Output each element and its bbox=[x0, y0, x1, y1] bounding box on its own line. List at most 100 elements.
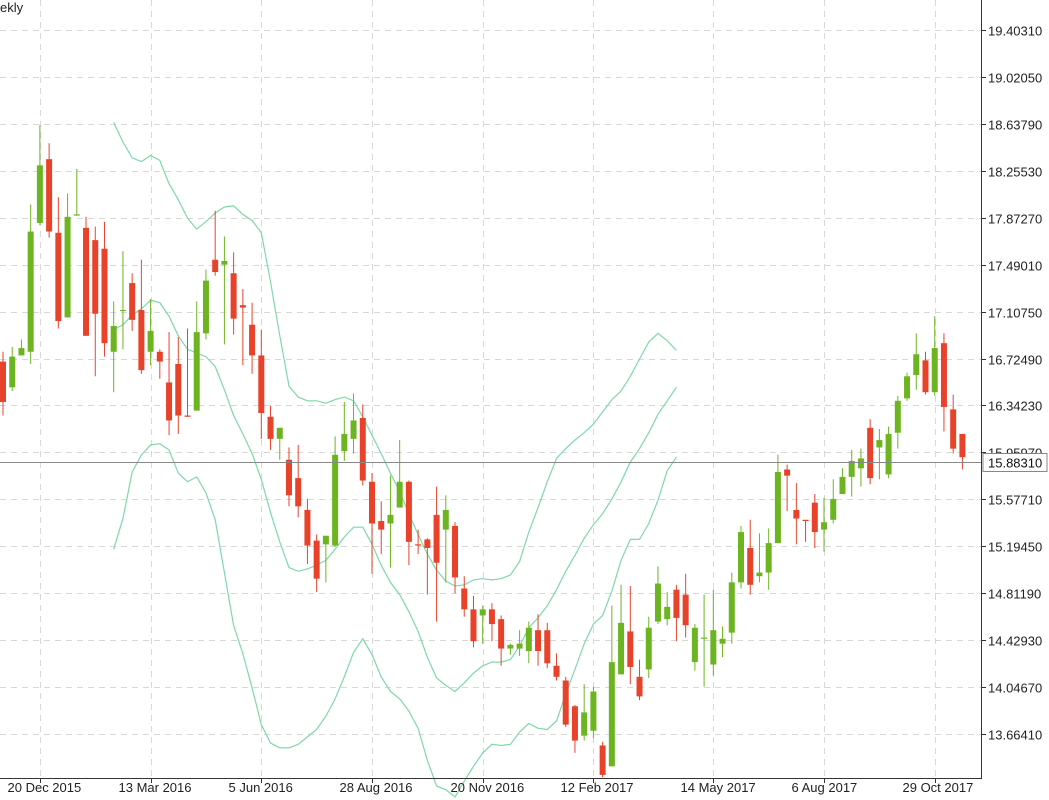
candle-body bbox=[710, 630, 717, 665]
candle-body bbox=[821, 522, 828, 530]
candle-body bbox=[83, 227, 90, 336]
candle-body bbox=[332, 454, 339, 546]
candle bbox=[461, 576, 468, 617]
candle-body bbox=[313, 540, 320, 579]
candle bbox=[470, 595, 477, 648]
candle-body bbox=[239, 305, 246, 308]
candle-body bbox=[913, 354, 920, 376]
bollinger-upper-line bbox=[113, 122, 677, 587]
candle bbox=[378, 501, 385, 555]
candle-body bbox=[55, 232, 62, 322]
candle bbox=[516, 630, 523, 656]
candle bbox=[175, 337, 182, 434]
candle-body bbox=[470, 609, 477, 642]
candle bbox=[747, 519, 754, 595]
candle-body bbox=[9, 356, 16, 388]
candle bbox=[396, 440, 403, 508]
x-tick-label: 28 Aug 2016 bbox=[340, 780, 413, 795]
candle-body bbox=[138, 310, 145, 371]
current-price-tag-box bbox=[982, 453, 1048, 472]
candle bbox=[756, 533, 763, 583]
candle bbox=[249, 302, 256, 374]
candle-body bbox=[950, 409, 957, 449]
candle bbox=[332, 436, 339, 547]
candle-body bbox=[719, 638, 726, 644]
candle bbox=[922, 351, 929, 395]
candle-body bbox=[894, 400, 901, 433]
candle-body bbox=[599, 745, 606, 775]
candle-body bbox=[553, 665, 560, 677]
candle bbox=[857, 448, 864, 487]
candle-body bbox=[442, 509, 449, 530]
candle-body bbox=[119, 310, 126, 312]
candle-body bbox=[110, 325, 117, 352]
candle bbox=[9, 346, 16, 392]
candle bbox=[710, 589, 717, 676]
y-tick-label: 14.42930 bbox=[988, 634, 1042, 649]
candle bbox=[562, 676, 569, 728]
y-tick-label: 17.10750 bbox=[988, 306, 1042, 321]
candle bbox=[83, 216, 90, 336]
candle bbox=[212, 210, 219, 276]
candle bbox=[821, 497, 828, 552]
candle-body bbox=[507, 644, 514, 649]
candle bbox=[202, 269, 209, 340]
candle-body bbox=[285, 459, 292, 496]
current-price-tag: 15.88310 bbox=[982, 453, 1048, 472]
candle-body bbox=[36, 165, 43, 223]
candle-body bbox=[885, 433, 892, 475]
bollinger-bands bbox=[113, 122, 677, 798]
candle-body bbox=[202, 280, 209, 334]
candle bbox=[156, 349, 163, 379]
candle bbox=[166, 332, 173, 436]
x-axis: 20 Dec 2015 13 Mar 2016 5 Jun 2016 28 Aug 2… bbox=[8, 778, 973, 795]
candle-body bbox=[304, 509, 311, 546]
candle-body bbox=[682, 594, 689, 626]
candle-body bbox=[701, 637, 708, 639]
candle-body bbox=[516, 643, 523, 649]
candle-body bbox=[876, 440, 883, 448]
candle-body bbox=[405, 481, 412, 542]
candle bbox=[18, 339, 25, 356]
candle-body bbox=[959, 433, 966, 458]
candle bbox=[350, 393, 357, 454]
candle-body bbox=[940, 343, 947, 407]
candle-body bbox=[0, 361, 6, 403]
candle-body bbox=[415, 544, 422, 546]
candle-body bbox=[221, 260, 228, 265]
candle bbox=[867, 419, 874, 485]
candle-body bbox=[166, 382, 173, 421]
candle-body bbox=[64, 216, 71, 318]
candle-body bbox=[922, 360, 929, 393]
candle bbox=[415, 529, 422, 555]
candle-body bbox=[618, 622, 625, 675]
candle bbox=[442, 495, 449, 583]
y-tick-label: 14.81190 bbox=[988, 587, 1041, 602]
candle-body bbox=[571, 706, 578, 741]
candle bbox=[673, 584, 680, 642]
candle bbox=[682, 573, 689, 638]
candle bbox=[119, 251, 126, 350]
candle bbox=[848, 449, 855, 497]
candle bbox=[571, 705, 578, 753]
candle bbox=[793, 482, 800, 545]
candle-body bbox=[341, 433, 348, 452]
current-price-label: 15.88310 bbox=[988, 456, 1042, 471]
candle-body bbox=[479, 609, 486, 616]
x-tick-label: 6 Aug 2017 bbox=[792, 780, 858, 795]
candle-body bbox=[461, 588, 468, 610]
candle bbox=[765, 528, 772, 590]
candle bbox=[369, 473, 375, 574]
candle-body bbox=[691, 627, 698, 663]
candle bbox=[664, 592, 671, 626]
candle bbox=[608, 605, 615, 767]
candle-body bbox=[756, 572, 763, 577]
candle-body bbox=[774, 471, 781, 544]
candle bbox=[627, 586, 634, 685]
candle bbox=[784, 464, 791, 512]
candle-body bbox=[590, 691, 597, 731]
candle bbox=[885, 426, 892, 479]
candle-body bbox=[627, 631, 634, 667]
candle bbox=[940, 333, 947, 432]
